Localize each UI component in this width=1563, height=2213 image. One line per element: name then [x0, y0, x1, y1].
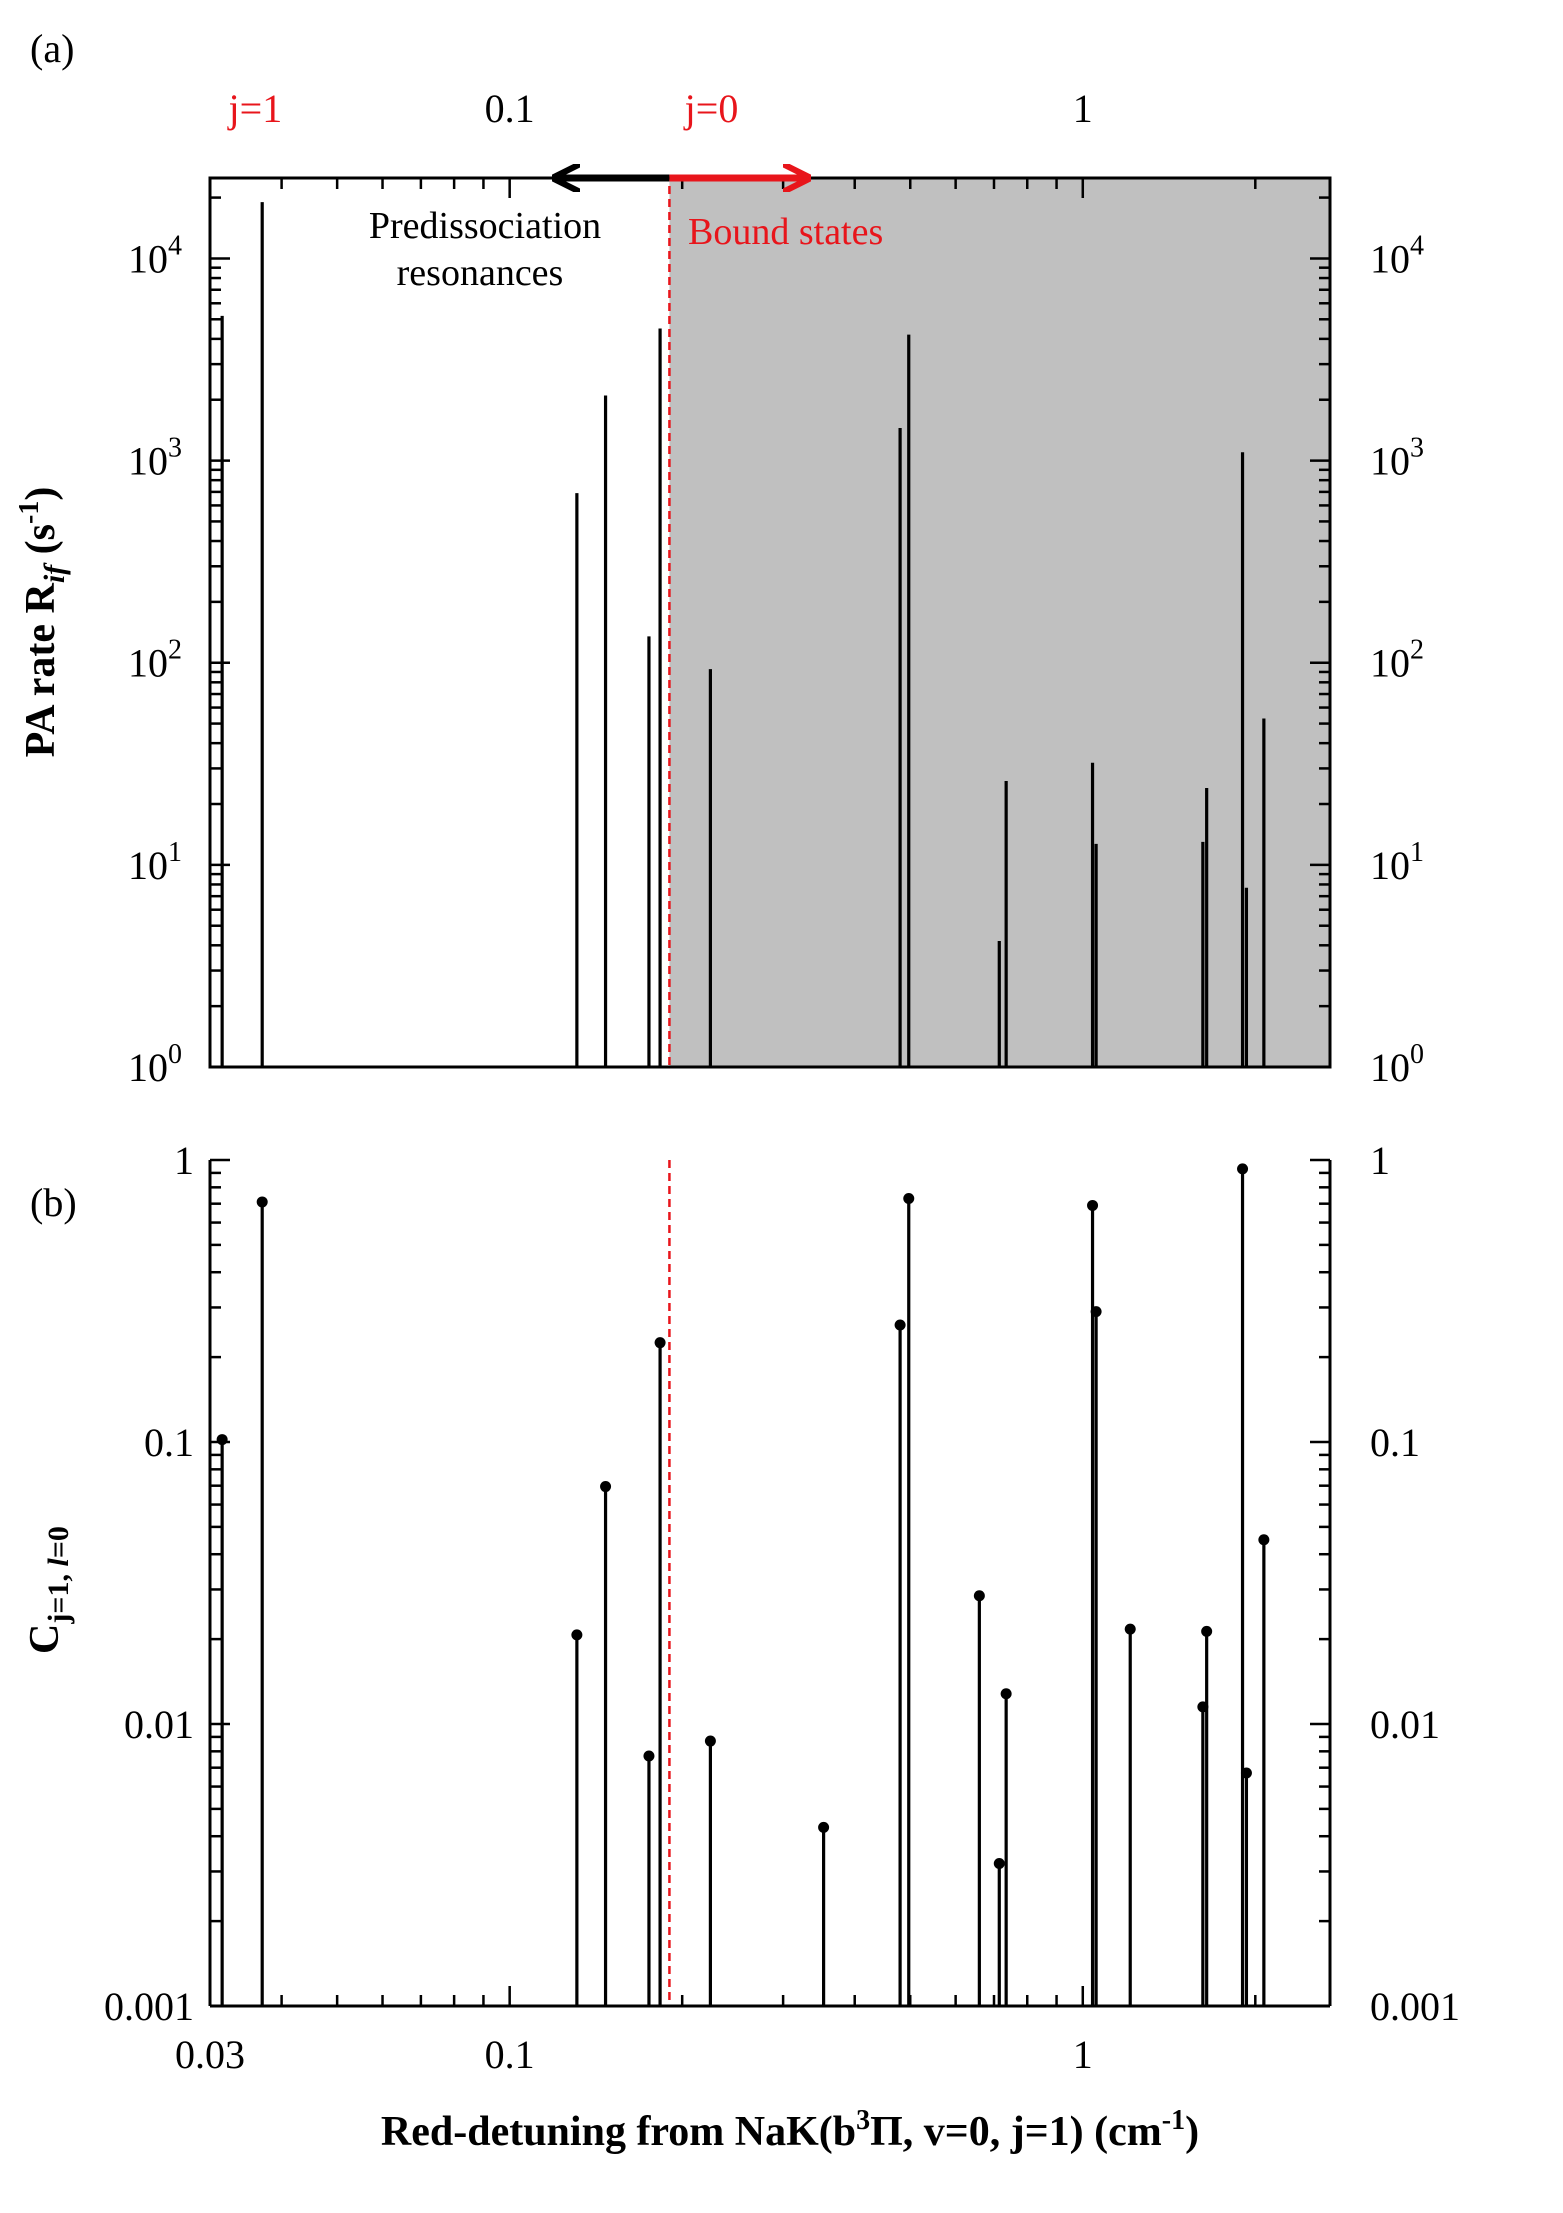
panel-a-tick-labels: 100 100 101 101 102 102 103 103 104 104 0.1 1 j=1 j=0 [128, 86, 1424, 1090]
overlap-point [818, 1821, 830, 1833]
resonances-label: resonances [397, 252, 564, 294]
left-y-tick-label: 103 [128, 433, 182, 484]
panel-a-label: (a) [30, 26, 74, 71]
overlap-point [1201, 1625, 1213, 1637]
left-y-tick-label: 102 [128, 635, 182, 686]
right-y-tick-label: 100 [1370, 1039, 1424, 1090]
left-y-tick-label: 1 [174, 1138, 194, 1183]
overlap-point [216, 1434, 228, 1446]
right-y-tick-label: 101 [1370, 837, 1424, 888]
bottom-x-tick-label: 0.03 [175, 2032, 245, 2077]
overlap-point [256, 1196, 268, 1208]
right-y-tick-label: 0.001 [1370, 1984, 1460, 2029]
overlap-point [1087, 1199, 1099, 1211]
left-y-tick-label: 100 [128, 1039, 182, 1090]
top-marker-label: j=1 [227, 86, 283, 131]
top-x-tick-label: 0.1 [485, 86, 535, 131]
panel-b-tick-labels: 0.001 0.001 0.01 0.01 0.1 0.1 1 1 0.03 0.1 1 [104, 1138, 1460, 2077]
panel-a-ticks [208, 178, 1330, 1069]
top-marker-label: j=0 [683, 86, 739, 131]
overlap-point [600, 1481, 612, 1493]
overlap-point [643, 1750, 655, 1762]
panel-b-ticks [208, 1158, 1330, 2008]
predissociation-label: Predissociation [369, 205, 601, 247]
left-y-tick-label: 101 [128, 837, 182, 888]
overlap-point [1124, 1623, 1136, 1635]
bound-states-label: Bound states [688, 211, 883, 253]
top-x-tick-label: 1 [1073, 86, 1093, 131]
right-y-tick-label: 104 [1370, 230, 1424, 281]
overlap-point [993, 1858, 1005, 1870]
left-y-tick-label: 0.1 [144, 1420, 194, 1465]
bound-states-shaded-region [669, 178, 1330, 1067]
bottom-x-tick-label: 1 [1073, 2032, 1093, 2077]
panel-b: 0.001 0.001 0.01 0.01 0.1 0.1 1 1 0.03 0.1 1 (b) C… [22, 1138, 1460, 2155]
panel-a: 100 100 101 101 102 102 103 103 104 104 0.1 1 j=1 j=0… [14, 26, 1424, 1090]
overlap-point [894, 1319, 906, 1331]
panel-b-axes [208, 1160, 1332, 2008]
overlap-point [1237, 1163, 1249, 1175]
right-y-tick-label: 1 [1370, 1138, 1390, 1183]
right-y-tick-label: 0.1 [1370, 1420, 1420, 1465]
left-y-tick-label: 0.01 [124, 1702, 194, 1747]
detuning-axis-title: Red-detuning from NaK(b3Π, v=0, j=1) (cm… [381, 2105, 1199, 2155]
overlap-point [571, 1629, 583, 1641]
overlap-point [704, 1735, 716, 1747]
overlap-point [654, 1337, 666, 1349]
overlap-point [1090, 1306, 1102, 1318]
left-y-tick-label: 104 [128, 230, 182, 281]
panel-b-label: (b) [30, 1180, 77, 1225]
right-y-tick-label: 102 [1370, 635, 1424, 686]
right-y-tick-label: 103 [1370, 433, 1424, 484]
overlap-point [1240, 1767, 1252, 1779]
overlap-point [903, 1193, 915, 1205]
right-y-tick-label: 0.01 [1370, 1702, 1440, 1747]
overlap-stems [216, 1163, 1270, 2006]
overlap-point [1000, 1688, 1012, 1700]
coefficient-axis-title: Cj=1, l=0 [22, 1526, 75, 1654]
pa-rate-lines [220, 202, 1266, 1067]
pa-rate-axis-title: PA rate Rif (s-1) [14, 487, 71, 758]
left-y-tick-label: 0.001 [104, 1984, 194, 2029]
overlap-point [973, 1590, 985, 1602]
overlap-point [1258, 1534, 1270, 1546]
bottom-x-tick-label: 0.1 [485, 2032, 535, 2077]
